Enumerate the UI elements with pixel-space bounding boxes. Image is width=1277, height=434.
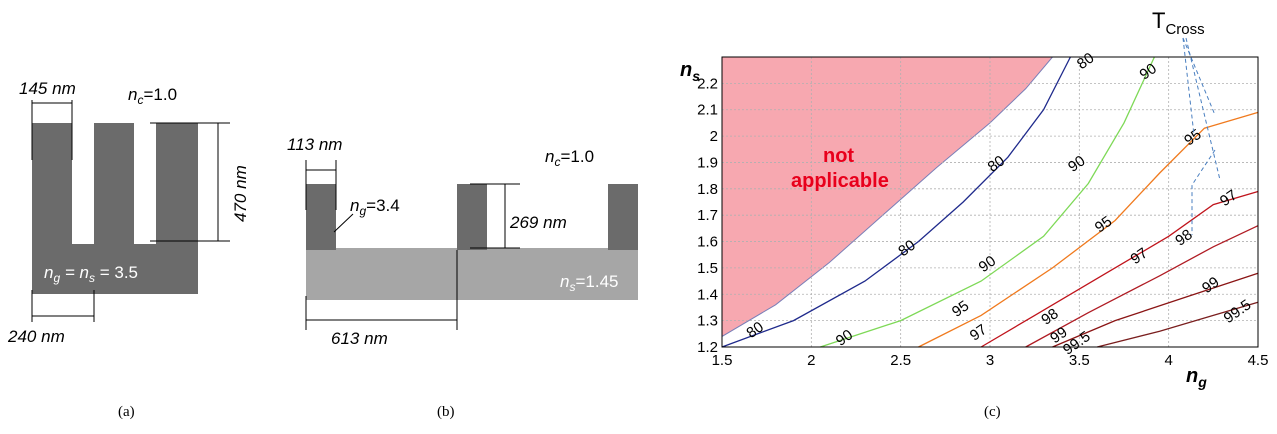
nc-label: nc=1.0 bbox=[545, 147, 594, 169]
contour-label: 95 bbox=[1092, 213, 1115, 236]
y-tick-label: 1.3 bbox=[697, 313, 718, 330]
x-tick-label: 2.5 bbox=[890, 352, 911, 369]
not-applicable-label: not bbox=[823, 145, 854, 167]
grating-tooth bbox=[156, 123, 198, 248]
y-tick-label: 1.2 bbox=[697, 339, 718, 356]
grating-tooth bbox=[608, 184, 638, 250]
grating-tooth bbox=[457, 184, 487, 250]
panel-c: 80808080909090909595959797979898999999.5… bbox=[680, 8, 1268, 420]
ng-label: ng=3.4 bbox=[350, 196, 400, 218]
contour-label: 90 bbox=[1065, 152, 1088, 175]
contour-line-95 bbox=[918, 111, 1259, 348]
contour-label: 90 bbox=[833, 326, 856, 349]
contour-label: 80 bbox=[1074, 49, 1097, 72]
contour-label: 98 bbox=[1172, 226, 1195, 249]
contour-line-99 bbox=[1052, 272, 1259, 348]
x-tick-label: 3 bbox=[986, 352, 994, 369]
y-tick-label: 2 bbox=[710, 128, 718, 145]
ns-label: ns=1.45 bbox=[560, 272, 618, 294]
panel-b: 113 nm ng=3.4 269 nm 613 nm nc=1.0 ns=1.… bbox=[287, 135, 638, 420]
ng-ns-label: ng = ns = 3.5 bbox=[44, 263, 138, 285]
grating-tooth bbox=[32, 123, 72, 248]
substrate-block bbox=[306, 248, 638, 300]
grating-tooth bbox=[94, 123, 134, 248]
contour-label: 80 bbox=[985, 152, 1008, 175]
not-applicable-label: applicable bbox=[791, 170, 889, 192]
contour-label: 97 bbox=[1128, 245, 1151, 268]
x-tick-label: 4.5 bbox=[1248, 352, 1269, 369]
y-tick-label: 1.4 bbox=[697, 286, 718, 303]
width-label: 145 nm bbox=[19, 79, 76, 98]
y-tick-label: 1.5 bbox=[697, 260, 718, 277]
contour-label: 95 bbox=[1181, 126, 1204, 149]
substrate-block bbox=[32, 244, 198, 294]
contour-label: 95 bbox=[949, 297, 972, 320]
height-label: 470 nm bbox=[231, 165, 250, 222]
contour-label: 97 bbox=[1217, 187, 1240, 210]
contour-line-98 bbox=[1025, 225, 1259, 348]
contour-line-80 bbox=[721, 56, 1071, 348]
contour-label: 99 bbox=[1047, 324, 1070, 347]
x-tick-label: 1.5 bbox=[712, 352, 733, 369]
contour-label: 80 bbox=[743, 318, 766, 341]
y-tick-label: 1.8 bbox=[697, 181, 718, 198]
contour-label: 90 bbox=[976, 252, 999, 275]
x-tick-label: 3.5 bbox=[1069, 352, 1090, 369]
height-label: 269 nm bbox=[509, 213, 567, 232]
y-tick-label: 1.6 bbox=[697, 234, 718, 251]
x-tick-label: 2 bbox=[807, 352, 815, 369]
contour-line-97 bbox=[980, 190, 1259, 348]
contour-label: 99 bbox=[1199, 274, 1222, 297]
y-tick-label: 2.2 bbox=[697, 75, 718, 92]
y-axis-label: ns bbox=[680, 59, 700, 84]
pointer-line bbox=[333, 213, 354, 233]
contour-label: 80 bbox=[895, 237, 918, 260]
panel-a-caption: (a) bbox=[118, 404, 135, 420]
tcross-pointers bbox=[1182, 37, 1221, 235]
contour-label: 90 bbox=[1137, 60, 1160, 83]
panel-c-caption: (c) bbox=[984, 404, 1001, 420]
contour-plot: 80808080909090909595959797979898999999.5… bbox=[697, 49, 1268, 369]
panel-b-caption: (b) bbox=[437, 404, 455, 420]
contour-line-99-5 bbox=[1097, 301, 1259, 348]
contour-label: 97 bbox=[967, 321, 990, 344]
width-label: 113 nm bbox=[287, 135, 342, 154]
nc-label: nc=1.0 bbox=[128, 85, 177, 107]
y-tick-label: 2.1 bbox=[697, 102, 718, 119]
y-tick-label: 1.7 bbox=[697, 207, 718, 224]
period-label: 613 nm bbox=[331, 329, 388, 348]
panel-a: 145 nm 470 nm 240 nm nc=1.0 ng = ns = 3.… bbox=[7, 79, 250, 420]
not-applicable-region bbox=[721, 56, 1054, 338]
period-label: 240 nm bbox=[7, 327, 65, 346]
tcross-label: TCross bbox=[1152, 8, 1205, 38]
plot-frame bbox=[721, 56, 1259, 348]
x-axis-label: ng bbox=[1186, 365, 1207, 390]
x-tick-label: 4 bbox=[1164, 352, 1172, 369]
y-tick-label: 1.9 bbox=[697, 154, 718, 171]
contour-label: 98 bbox=[1038, 305, 1061, 328]
contour-line-90 bbox=[820, 56, 1155, 348]
grating-tooth bbox=[306, 184, 336, 250]
